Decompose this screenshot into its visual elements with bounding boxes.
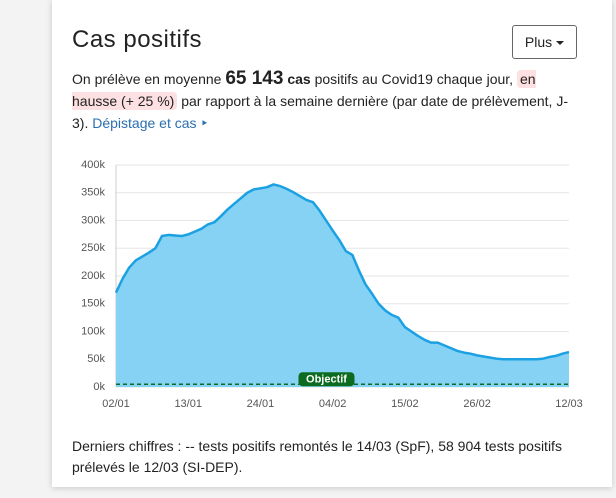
link[interactable]: Dépistage et cas ‣ — [92, 115, 209, 131]
x-tick-label: 15/02 — [391, 398, 419, 410]
unit: cas — [287, 71, 311, 87]
objective-label: Objectif — [306, 374, 347, 386]
y-tick-label: 250k — [81, 242, 105, 254]
x-tick-label: 24/01 — [247, 398, 275, 410]
y-tick-label: 0k — [93, 381, 105, 393]
more-button[interactable]: Plus — [512, 25, 577, 59]
rest: par rapport à la semaine dernière (par d… — [72, 93, 568, 131]
chart: 0k 50k 100k 150k 200k 250k 300k 350k 400k 02/01 13… — [81, 159, 583, 410]
y-tick-label: 300k — [81, 214, 105, 226]
x-tick-label: 13/01 — [174, 398, 202, 410]
y-tick-label: 200k — [81, 270, 105, 282]
after: positifs au Covid19 chaque jour, — [314, 71, 514, 87]
card: Cas positifs Plus On prélève en moyenne … — [52, 0, 612, 487]
average: 65 143 — [225, 68, 284, 89]
summary: On prélève en moyenne 65 143 cas positif… — [72, 68, 582, 134]
card-title: Cas positifs — [72, 26, 203, 53]
x-tick-label: 12/03 — [555, 398, 583, 410]
intro: On prélève en moyenne — [72, 71, 222, 87]
line — [114, 183, 570, 361]
area — [116, 184, 569, 387]
x-tick-label: 04/02 — [319, 398, 347, 410]
objective-badge — [298, 372, 355, 387]
y-tick-label: 350k — [81, 187, 105, 199]
x-tick-label: 02/01 — [102, 398, 130, 410]
y-tick-label: 150k — [81, 298, 105, 310]
y-tick-label: 50k — [87, 353, 105, 365]
x-tick-label: 26/02 — [463, 398, 491, 410]
y-tick-label: 100k — [81, 325, 105, 337]
y-tick-label: 400k — [81, 159, 105, 171]
footer: Derniers chiffres : -- tests positifs re… — [72, 438, 562, 475]
